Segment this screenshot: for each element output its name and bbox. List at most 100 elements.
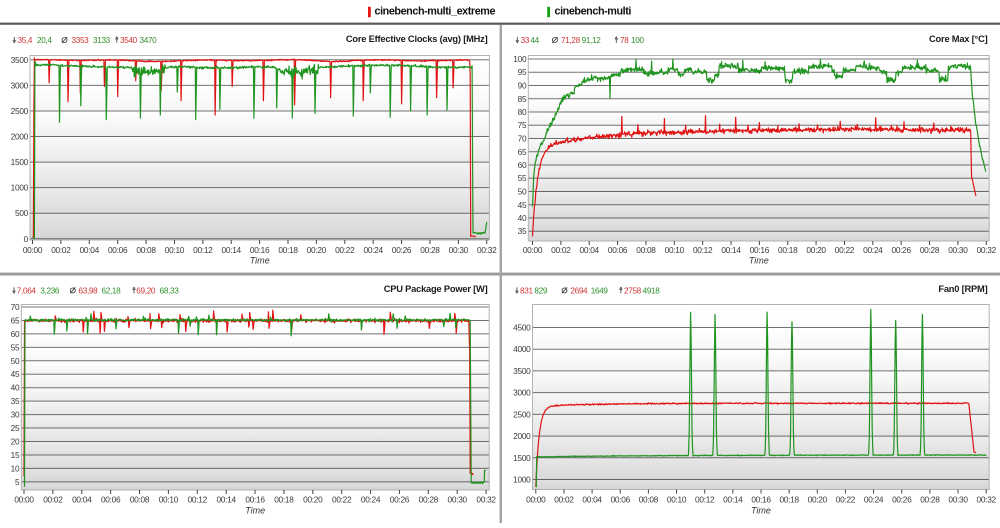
svg-text:4918: 4918	[643, 286, 661, 295]
svg-text:00:04: 00:04	[580, 245, 600, 255]
svg-text:95: 95	[518, 67, 527, 77]
svg-text:00:00: 00:00	[523, 245, 543, 255]
svg-text:00:22: 00:22	[835, 245, 855, 255]
svg-text:Time: Time	[245, 505, 265, 515]
svg-text:00:32: 00:32	[476, 495, 496, 505]
svg-text:00:04: 00:04	[80, 245, 100, 255]
svg-text:68,33: 68,33	[160, 286, 180, 295]
svg-text:78: 78	[620, 36, 629, 45]
svg-text:65: 65	[518, 147, 527, 157]
svg-text:00:26: 00:26	[892, 495, 912, 505]
svg-text:00:02: 00:02	[551, 245, 571, 255]
svg-text:1000: 1000	[11, 183, 29, 193]
svg-text:00:18: 00:18	[278, 245, 298, 255]
svg-text:60: 60	[11, 329, 20, 339]
svg-text:75: 75	[518, 120, 527, 130]
svg-text:3500: 3500	[513, 366, 531, 376]
svg-text:69,20: 69,20	[136, 286, 156, 295]
svg-text:00:20: 00:20	[806, 245, 826, 255]
svg-text:00:02: 00:02	[51, 245, 71, 255]
svg-text:00:18: 00:18	[778, 245, 798, 255]
svg-text:cinebench-multi: cinebench-multi	[555, 6, 632, 18]
svg-text:35: 35	[518, 226, 527, 236]
svg-text:00:08: 00:08	[136, 245, 156, 255]
svg-text:3,236: 3,236	[40, 286, 60, 295]
svg-text:00:32: 00:32	[477, 245, 497, 255]
svg-text:00:14: 00:14	[222, 245, 242, 255]
svg-text:Fan0 [RPM]: Fan0 [RPM]	[938, 284, 987, 294]
svg-text:5: 5	[15, 477, 20, 487]
svg-text:1500: 1500	[11, 157, 29, 167]
svg-text:831: 831	[520, 286, 533, 295]
svg-text:00:12: 00:12	[188, 495, 208, 505]
svg-text:2000: 2000	[11, 132, 29, 142]
svg-text:00:24: 00:24	[361, 495, 381, 505]
svg-text:cinebench-multi_extreme: cinebench-multi_extreme	[375, 6, 496, 18]
svg-text:00:12: 00:12	[693, 245, 713, 255]
svg-text:00:30: 00:30	[948, 495, 968, 505]
svg-text:10: 10	[11, 463, 20, 473]
svg-text:2758: 2758	[624, 286, 642, 295]
svg-text:2694: 2694	[570, 286, 588, 295]
svg-text:829: 829	[534, 286, 547, 295]
svg-text:00:00: 00:00	[23, 245, 43, 255]
svg-text:00:04: 00:04	[582, 495, 602, 505]
svg-text:00:02: 00:02	[43, 495, 63, 505]
svg-text:1649: 1649	[591, 286, 609, 295]
svg-text:55: 55	[518, 173, 527, 183]
svg-text:00:06: 00:06	[611, 495, 631, 505]
svg-text:00:28: 00:28	[920, 245, 940, 255]
svg-text:00:30: 00:30	[948, 245, 968, 255]
svg-text:3000: 3000	[11, 80, 29, 90]
svg-text:35: 35	[11, 396, 20, 406]
svg-text:3353: 3353	[72, 36, 90, 45]
svg-text:500: 500	[15, 208, 29, 218]
svg-text:00:00: 00:00	[526, 495, 546, 505]
svg-text:40: 40	[518, 213, 527, 223]
svg-text:00:18: 00:18	[274, 495, 294, 505]
svg-text:90: 90	[518, 81, 527, 91]
svg-text:1000: 1000	[513, 475, 531, 485]
svg-text:Core Effective Clocks (avg) [M: Core Effective Clocks (avg) [MHz]	[346, 34, 488, 44]
svg-text:00:06: 00:06	[608, 245, 628, 255]
svg-text:3540: 3540	[120, 36, 138, 45]
svg-text:00:10: 00:10	[159, 495, 179, 505]
svg-text:3133: 3133	[93, 36, 111, 45]
svg-text:44: 44	[530, 36, 539, 45]
svg-text:00:16: 00:16	[245, 495, 265, 505]
svg-text:70: 70	[518, 134, 527, 144]
svg-text:70: 70	[11, 302, 20, 312]
svg-text:00:04: 00:04	[72, 495, 92, 505]
svg-text:00:30: 00:30	[449, 245, 469, 255]
svg-text:00:00: 00:00	[14, 495, 34, 505]
svg-text:00:12: 00:12	[695, 495, 715, 505]
svg-text:00:14: 00:14	[216, 495, 236, 505]
svg-text:00:16: 00:16	[751, 495, 771, 505]
svg-text:30: 30	[11, 410, 20, 420]
svg-text:00:14: 00:14	[723, 495, 743, 505]
svg-text:3500: 3500	[11, 55, 29, 65]
svg-text:CPU Package Power [W]: CPU Package Power [W]	[384, 284, 488, 294]
svg-text:00:08: 00:08	[130, 495, 150, 505]
svg-text:0: 0	[24, 234, 29, 244]
svg-text:00:18: 00:18	[779, 495, 799, 505]
svg-text:25: 25	[11, 423, 20, 433]
svg-text:15: 15	[11, 450, 20, 460]
svg-text:Time: Time	[250, 255, 270, 265]
svg-text:3000: 3000	[513, 388, 531, 398]
svg-text:00:28: 00:28	[420, 245, 440, 255]
svg-text:3470: 3470	[140, 36, 158, 45]
svg-text:71,28: 71,28	[561, 36, 581, 45]
svg-text:00:16: 00:16	[750, 245, 770, 255]
svg-text:2500: 2500	[11, 106, 29, 116]
svg-text:1500: 1500	[513, 453, 531, 463]
svg-text:00:06: 00:06	[108, 245, 128, 255]
svg-text:00:20: 00:20	[303, 495, 323, 505]
svg-text:2000: 2000	[513, 431, 531, 441]
svg-text:00:24: 00:24	[864, 495, 884, 505]
svg-text:65: 65	[11, 315, 20, 325]
svg-text:80: 80	[518, 107, 527, 117]
svg-text:60: 60	[518, 160, 527, 170]
svg-text:00:22: 00:22	[836, 495, 856, 505]
svg-text:00:28: 00:28	[419, 495, 439, 505]
